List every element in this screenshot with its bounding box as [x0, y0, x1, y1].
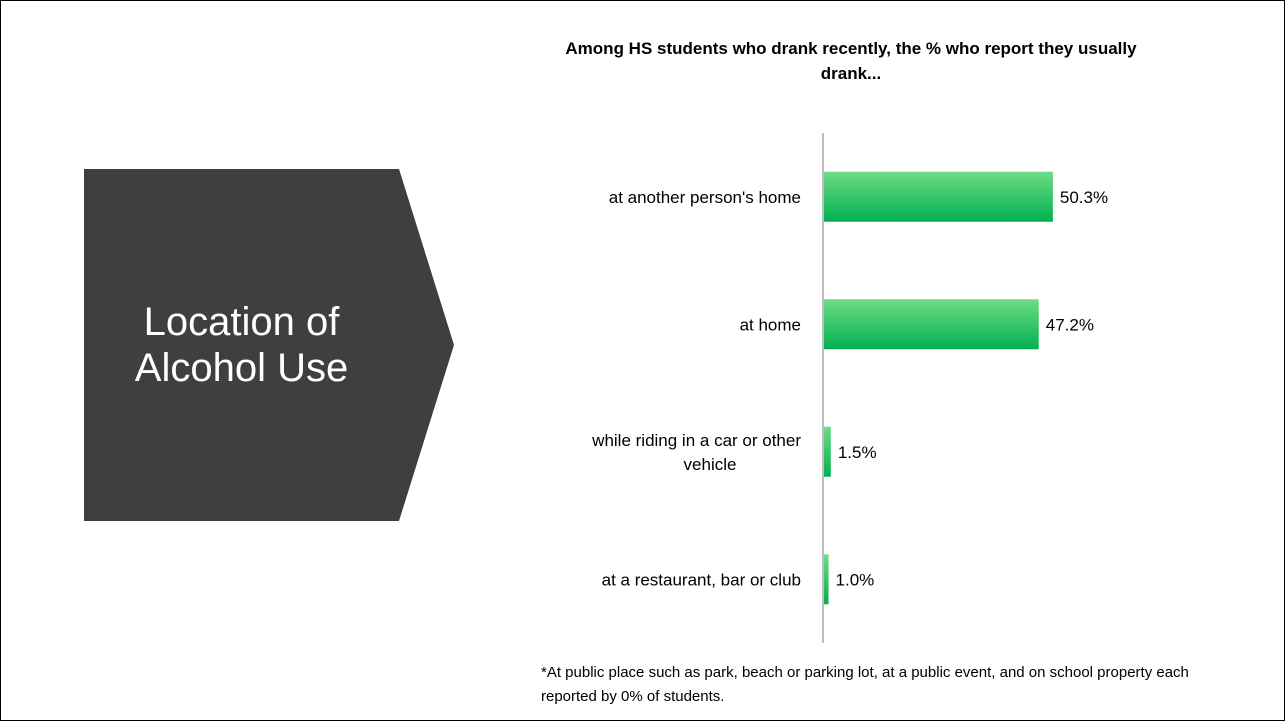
category-label-0: at another person's home — [609, 188, 801, 207]
footnote: *At public place such as park, beach or … — [541, 664, 1189, 705]
category-label-1: at home — [740, 315, 801, 334]
bar-1 — [824, 299, 1039, 350]
value-label-2: 1.5% — [838, 443, 877, 462]
category-label-2: while riding in a car or other vehicle — [591, 431, 801, 474]
value-label-1: 47.2% — [1046, 315, 1094, 334]
bar-0 — [824, 171, 1053, 222]
value-label-3: 1.0% — [836, 570, 875, 589]
chart-title: Among HS students who drank recently, th… — [565, 39, 1137, 83]
bar-2 — [824, 426, 831, 477]
category-label-3: at a restaurant, bar or club — [602, 570, 801, 589]
section-arrow-shape — [84, 169, 454, 521]
section-title: Location of Alcohol Use — [134, 300, 349, 390]
bar-3 — [824, 554, 829, 605]
value-label-0: 50.3% — [1060, 188, 1108, 207]
